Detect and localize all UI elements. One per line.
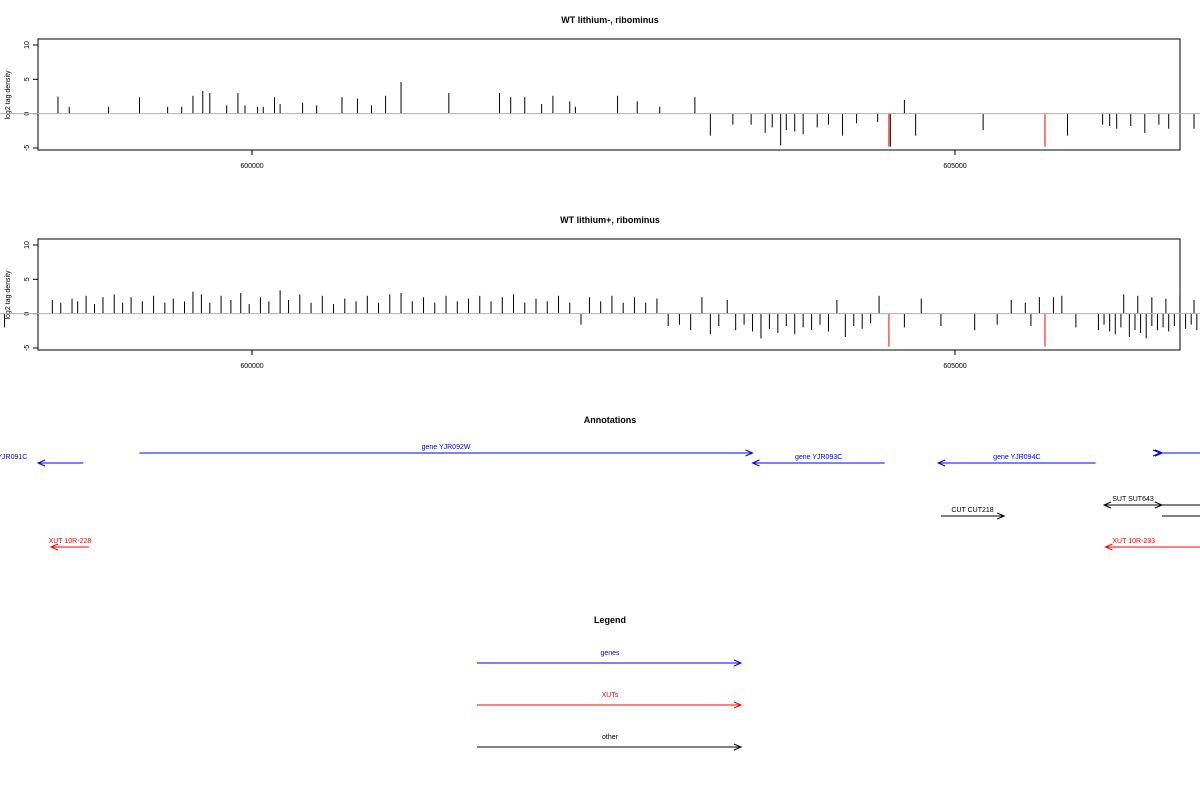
legend-title: Legend bbox=[594, 615, 626, 625]
plot-frame bbox=[37, 238, 1181, 351]
legend-items: genes XUTs other bbox=[477, 650, 743, 751]
arrow-head bbox=[997, 512, 1006, 520]
feature-xut-10r-233: XUT 10R-233 bbox=[1104, 538, 1162, 551]
feature-label: gene YJR094C bbox=[993, 454, 1040, 461]
feature-label: SUT SUT643 bbox=[1112, 496, 1154, 503]
arrow-head bbox=[936, 459, 946, 467]
legend-label: genes bbox=[600, 650, 620, 657]
y-tick-label: -5 bbox=[24, 345, 31, 351]
arrow-head bbox=[49, 543, 59, 551]
arrow-head bbox=[1152, 449, 1162, 457]
y-axis-label: log2 tag density bbox=[5, 70, 12, 120]
plot-frame bbox=[37, 38, 1181, 151]
feature-xut-10r-234: XUT 10R-234 bbox=[1162, 546, 1200, 548]
feature-label: CUT CUT218 bbox=[951, 507, 993, 514]
legend-label: other bbox=[602, 734, 619, 741]
track-panel-lithium-plus: WT lithium+, ribominus log2 tag density … bbox=[0, 215, 1200, 370]
feature-gene-yjr094c: gene YJR094C bbox=[936, 454, 1096, 467]
y-tick-label: 5 bbox=[24, 277, 31, 281]
feature-gene-yjr091c: gene YJR091C bbox=[0, 454, 84, 467]
x-axis: 600000605000610000 bbox=[240, 150, 967, 170]
y-axis: -50510 bbox=[24, 241, 38, 351]
track-panel-lithium-minus: WT lithium-, ribominus log2 tag density … bbox=[0, 15, 1200, 170]
x-tick-label: 600000 bbox=[240, 363, 263, 370]
bars bbox=[4, 290, 1198, 347]
arrow-head bbox=[745, 449, 754, 457]
y-axis-label: log2 tag density bbox=[5, 270, 12, 320]
feature-sut-sut643: SUT SUT643 bbox=[1102, 496, 1162, 509]
feature-cut-cut696-cut-cut697: CUT CUT696 CUT CUT697 bbox=[1162, 515, 1200, 517]
annotations-title: Annotations bbox=[584, 415, 637, 425]
track-title: WT lithium-, ribominus bbox=[561, 15, 659, 25]
arrow-head bbox=[733, 659, 743, 667]
x-axis: 600000605000610000 bbox=[240, 350, 967, 370]
x-tick-label: 600000 bbox=[240, 163, 263, 170]
y-tick-label: 10 bbox=[24, 241, 31, 249]
legend-item-gene: genes bbox=[477, 650, 743, 667]
feature-gene-yjr097w: gene YJR097W bbox=[1152, 449, 1200, 457]
feature-sut-sut644: SUT SUT644 bbox=[1162, 504, 1200, 506]
feature-xut-10r-228: XUT 10R-228 bbox=[49, 538, 92, 551]
legend-label: XUTs bbox=[602, 692, 619, 699]
legend-panel: Legend genes XUTs other bbox=[477, 615, 743, 751]
feature-label: XUT 10R-233 bbox=[1112, 538, 1155, 545]
feature-gene-yjr092w: gene YJR092W bbox=[139, 444, 754, 457]
feature-label: gene YJR093C bbox=[795, 454, 842, 461]
arrow-head bbox=[36, 459, 46, 467]
feature-sut-sut216: SUT SUT216 bbox=[1154, 501, 1200, 509]
feature-label: gene YJR092W bbox=[422, 444, 471, 451]
feature-label: gene YJR091C bbox=[0, 454, 27, 461]
y-tick-label: 10 bbox=[24, 41, 31, 49]
track-title: WT lithium+, ribominus bbox=[560, 215, 660, 225]
feature-gene-yjr096w: gene YJR096W bbox=[1154, 449, 1200, 457]
legend-item-other: other bbox=[477, 734, 743, 751]
arrow-head bbox=[1104, 543, 1113, 551]
feature-gene-yjr094w-a: gene YJR094W-A bbox=[1154, 449, 1200, 457]
arrow-head bbox=[733, 701, 743, 709]
x-tick-label: 605000 bbox=[943, 363, 966, 370]
arrow-head bbox=[751, 459, 760, 467]
y-tick-label: 5 bbox=[24, 77, 31, 81]
feature-layer: gene YJR091C gene YJR092W gene YJR093C gene… bbox=[0, 444, 1200, 551]
arrow-head bbox=[1102, 501, 1112, 509]
y-tick-label: -5 bbox=[24, 145, 31, 151]
feature-label: XUT 10R-228 bbox=[49, 538, 92, 545]
bars bbox=[57, 82, 1195, 147]
legend-item-xut: XUTs bbox=[477, 692, 743, 709]
feature-cut-cut218: CUT CUT218 bbox=[940, 507, 1006, 520]
feature-gene-yjr095w: gene YJR095W bbox=[1154, 449, 1200, 457]
x-tick-label: 605000 bbox=[943, 163, 966, 170]
feature-xut-10r-237: XUT 10R-237 bbox=[1162, 546, 1200, 548]
arrow-head bbox=[733, 743, 743, 751]
feature-gene-yjr093c: gene YJR093C bbox=[751, 454, 885, 467]
y-axis: -50510 bbox=[24, 41, 38, 151]
